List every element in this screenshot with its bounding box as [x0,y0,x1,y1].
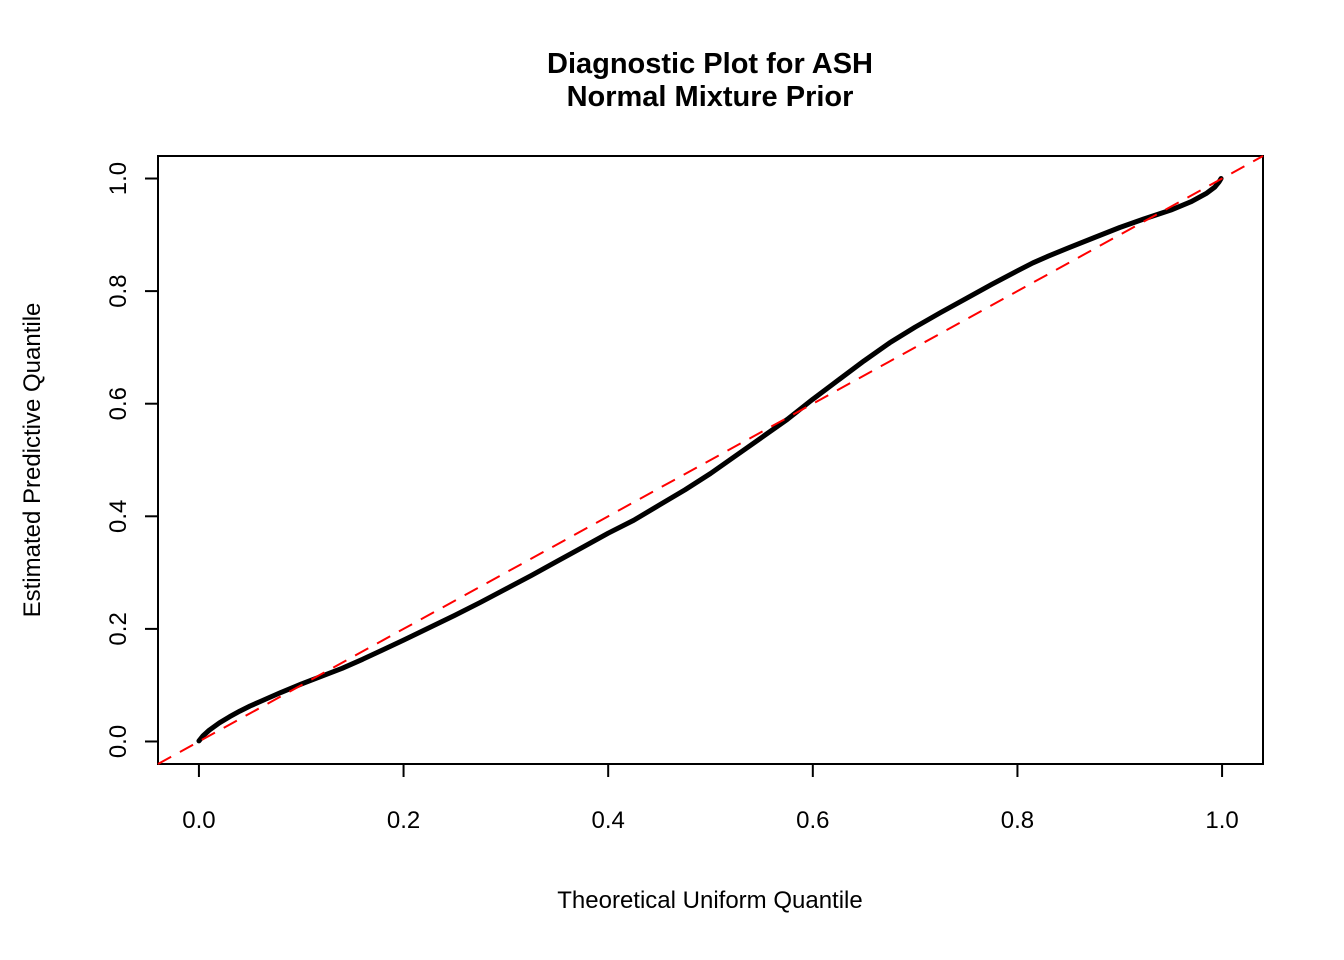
y-tick-label: 0.6 [105,387,132,420]
y-tick-label: 0.0 [105,725,132,758]
y-axis-label: Estimated Predictive Quantile [19,303,46,618]
x-tick-label: 0.4 [591,807,624,834]
x-tick-label: 0.6 [796,807,829,834]
x-tick-label: 0.8 [1001,807,1034,834]
x-axis: 0.0 0.2 0.4 0.6 0.8 1.0 [182,764,1239,834]
y-tick-label: 0.2 [105,612,132,645]
y-tick-label: 0.4 [105,500,132,533]
x-tick-label: 1.0 [1205,807,1238,834]
plot-title-line2: Normal Mixture Prior [567,81,854,113]
plot-series [157,155,1264,765]
plot-border [157,155,1264,765]
plot-box [157,155,1264,765]
y-tick-label: 0.8 [105,274,132,307]
x-axis-label: Theoretical Uniform Quantile [557,887,862,914]
y-tick-label: 1.0 [105,162,132,195]
plot-title-line1: Diagnostic Plot for ASH [547,48,873,80]
x-tick-label: 0.2 [387,807,420,834]
y-axis: 0.0 0.2 0.4 0.6 0.8 1.0 [105,162,158,758]
x-tick-label: 0.0 [182,807,215,834]
identity-reference-line [157,155,1264,765]
estimated-predictive-quantiles [196,176,1224,744]
